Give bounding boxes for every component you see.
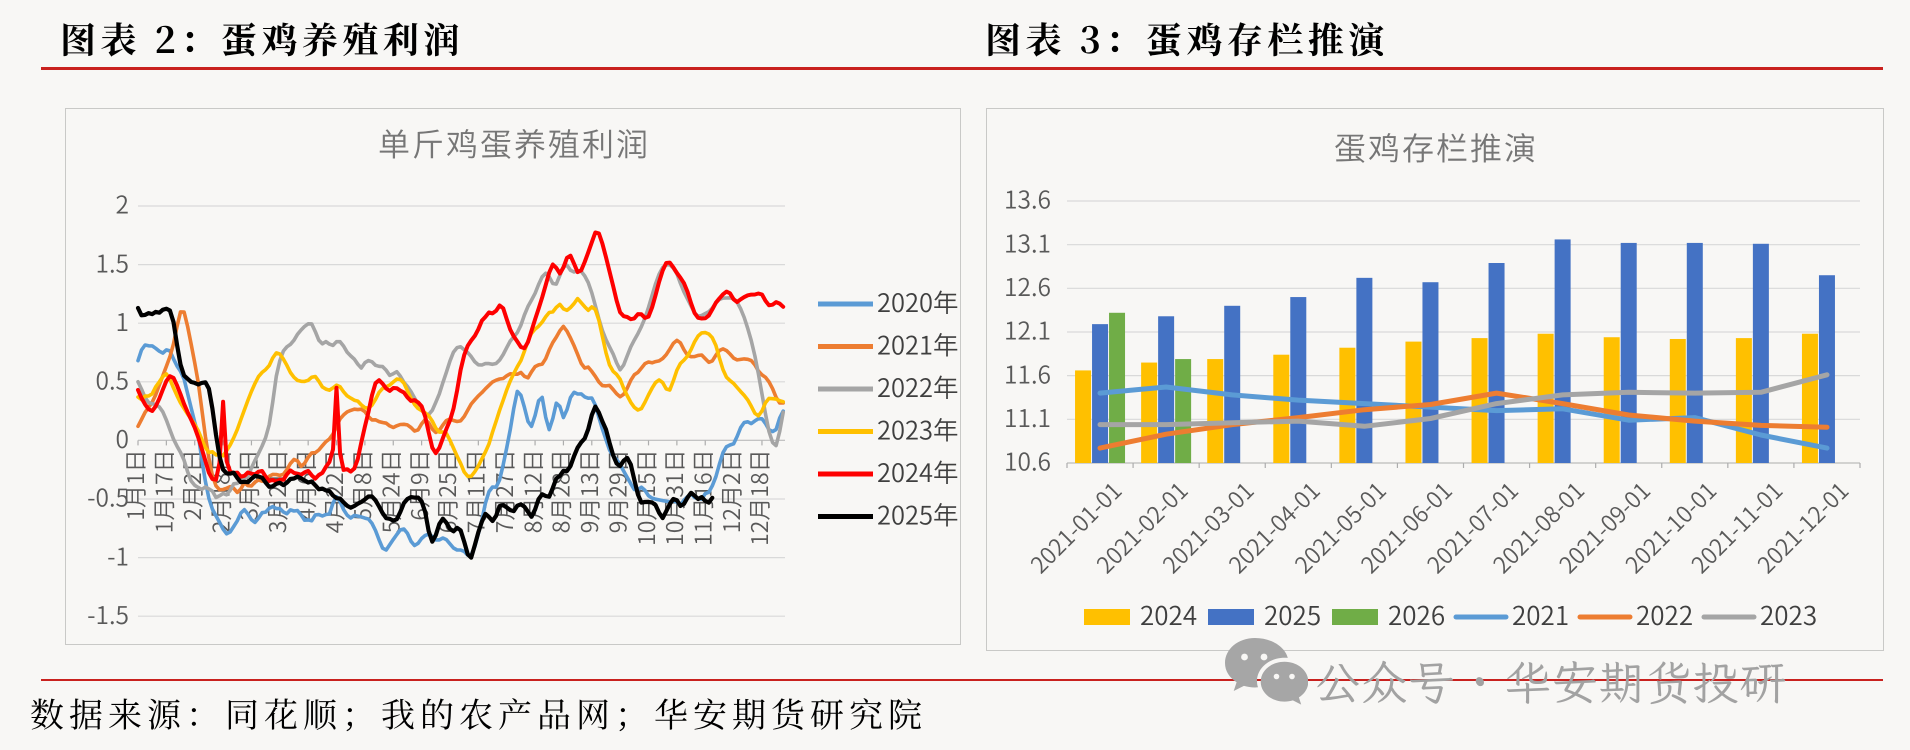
header-left-title: 图表 2：蛋鸡养殖利润 — [60, 13, 464, 64]
x-axis-label: 9月13日 — [571, 449, 605, 533]
legend-label-2023: 2023 — [1760, 596, 1817, 633]
legend-label-2022年: 2022年 — [877, 368, 959, 405]
egg-profit-line-chart: 单斤鸡蛋养殖利润21.510.50-0.5-1-1.51月1日1月17日2月2日… — [87, 120, 959, 632]
legend-swatch-2026 — [1332, 609, 1378, 625]
right-chart-title: 蛋鸡存栏推演 — [1334, 124, 1538, 170]
legend-label-2024年: 2024年 — [877, 453, 959, 490]
bar-2025 — [1686, 242, 1703, 463]
legend-label-2021: 2021 — [1512, 596, 1569, 633]
legend-swatch-2024 — [1084, 609, 1130, 625]
x-axis-label: 1月1日 — [117, 449, 151, 520]
bar-2026 — [1175, 359, 1192, 463]
bar-2024 — [1801, 333, 1818, 463]
legend-label-2024: 2024 — [1140, 596, 1197, 633]
bar-2025 — [1554, 239, 1571, 463]
legend-label-2023年: 2023年 — [877, 410, 959, 447]
x-axis-label: 7月11日 — [458, 449, 492, 533]
bar-2024 — [1669, 338, 1686, 463]
header-right-title: 图表 3：蛋鸡存栏推演 — [985, 13, 1389, 64]
bar-2025 — [1752, 243, 1769, 463]
y-axis-label: 10.6 — [1004, 444, 1051, 479]
y-axis-label: -0.5 — [87, 480, 129, 515]
legend-label-2022: 2022 — [1636, 596, 1693, 633]
data-source-note: 数据来源：同花顺；我的农产品网；华安期货研究院 — [30, 688, 927, 737]
y-axis-label: 1 — [116, 304, 129, 339]
bar-2025 — [1356, 277, 1373, 463]
wechat-icon — [1225, 638, 1309, 705]
bottom-divider-line — [41, 679, 1883, 681]
y-axis-label: 12.6 — [1004, 269, 1051, 304]
y-axis-label: 0.5 — [96, 362, 130, 397]
y-axis-label: 11.1 — [1004, 400, 1051, 435]
y-axis-label: 1.5 — [96, 245, 130, 280]
legend-label-2021年: 2021年 — [877, 325, 959, 362]
bar-2024 — [1207, 359, 1224, 463]
bar-2025 — [1422, 282, 1439, 463]
top-divider-line — [41, 67, 1883, 70]
legend-label-2020年: 2020年 — [877, 283, 959, 320]
y-axis-label: 12.1 — [1004, 313, 1051, 348]
bar-2026 — [1109, 312, 1126, 463]
bar-2025 — [1290, 297, 1307, 463]
legend-label-2026: 2026 — [1388, 596, 1445, 633]
x-axis-label: 3月21日 — [259, 449, 293, 533]
legend-label-2025年: 2025年 — [877, 495, 959, 532]
y-axis-label: -1 — [107, 538, 129, 573]
bar-2024 — [1405, 341, 1422, 463]
series-2025年 — [135, 305, 715, 560]
bar-2024 — [1141, 362, 1158, 463]
bar-2024 — [1603, 337, 1620, 463]
x-axis-label: 6月25日 — [429, 449, 463, 533]
x-axis-label: 8月12日 — [514, 449, 548, 533]
bar-2024 — [1273, 354, 1290, 463]
left-chart-title: 单斤鸡蛋养殖利润 — [378, 120, 650, 166]
series-2022 — [1097, 390, 1830, 451]
x-axis-label: 6月9日 — [401, 449, 435, 520]
bar-2024 — [1735, 338, 1752, 463]
bar-2025 — [1620, 242, 1637, 463]
series-2023年 — [136, 296, 786, 479]
series-2024年 — [136, 230, 786, 484]
bar-2024 — [1075, 370, 1092, 463]
bar-2024 — [1471, 338, 1488, 463]
bar-2025 — [1488, 263, 1505, 463]
y-axis-label: 2 — [116, 187, 129, 222]
legend-label-2025: 2025 — [1264, 596, 1321, 633]
series-2023 — [1097, 372, 1830, 429]
y-axis-label: 13.1 — [1004, 225, 1051, 260]
legend-swatch-2025 — [1208, 609, 1254, 625]
x-axis-label: 1月17日 — [146, 449, 180, 533]
bar-2025 — [1818, 275, 1835, 463]
y-axis-label: 13.6 — [1004, 182, 1051, 217]
y-axis-label: 11.6 — [1004, 356, 1051, 391]
y-axis-label: -1.5 — [87, 597, 129, 632]
chart-hen-inventory: 蛋鸡存栏推演 13.6 13.1 12.6 12.1 11.6 11.1 10.6 2021-0… — [986, 108, 1884, 651]
watermark: 公众号 · 华安期货投研 — [1222, 634, 1882, 718]
chart-egg-profit: 单斤鸡蛋养殖利润 2 1.5 1 0.5 0 -0.5 -1 -1.5 1月1日 1月17日 2月2日… — [65, 108, 961, 645]
bar-2024 — [1339, 347, 1356, 463]
hen-inventory-combo-chart: 蛋鸡存栏推演13.613.112.612.111.611.110.62021-0… — [1004, 124, 1861, 633]
y-axis-label: 0 — [116, 421, 129, 456]
watermark-text: 公众号 · 华安期货投研 — [1314, 651, 1787, 713]
bar-2025 — [1224, 305, 1241, 463]
x-axis-label: 12月18日 — [741, 449, 775, 546]
